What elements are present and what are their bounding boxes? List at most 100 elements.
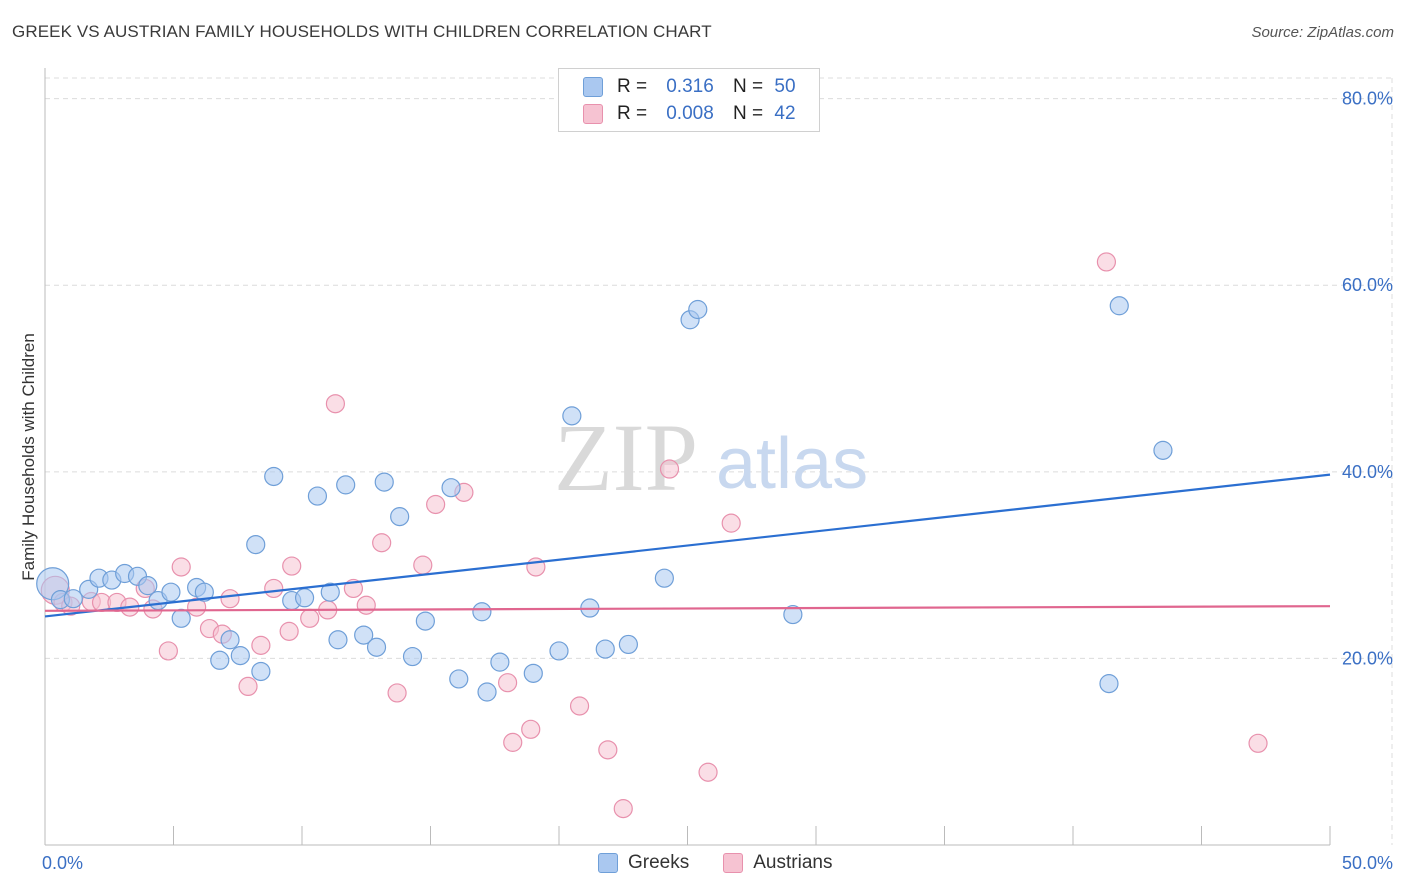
y-tick-label-20: 20.0%	[1342, 648, 1393, 668]
austrians-swatch	[583, 104, 603, 124]
austrians-point-18	[279, 621, 299, 641]
greeks-point-37	[523, 663, 543, 683]
greeks-point-11	[171, 608, 191, 628]
greeks-point-42	[618, 634, 638, 655]
austrians-point-24	[356, 595, 376, 615]
greeks-point-47	[1099, 674, 1119, 694]
greeks-r-label: R =	[617, 76, 648, 97]
greeks-point-45	[688, 299, 708, 320]
x-tick-label-0: 0.0%	[42, 853, 83, 873]
greeks-legend-swatch	[598, 853, 618, 873]
austrians-point-9	[158, 641, 178, 661]
greeks-point-31	[415, 611, 435, 631]
greeks-n-label: N =	[732, 76, 764, 97]
austrians-point-41	[1248, 733, 1268, 753]
greeks-point-15	[220, 630, 240, 650]
austrians-point-22	[325, 394, 346, 414]
greeks-points	[36, 296, 1173, 702]
austrians-point-28	[426, 494, 446, 515]
austrians-point-40	[1096, 252, 1117, 272]
greeks-point-24	[328, 630, 348, 650]
greeks-point-43	[654, 568, 674, 588]
greeks-point-23	[320, 582, 340, 602]
greeks-point-34	[472, 602, 492, 622]
austrians-legend-label: Austrians	[753, 852, 833, 873]
chart-title: GREEK VS AUSTRIAN FAMILY HOUSEHOLDS WITH…	[12, 22, 712, 41]
greeks-point-49	[1153, 440, 1173, 460]
legend-item-austrians: Austrians	[723, 852, 832, 874]
y-tick-label-60: 60.0%	[1342, 275, 1393, 295]
greeks-swatch	[583, 77, 603, 97]
austrians-point-39	[721, 513, 741, 533]
greeks-point-22	[307, 486, 328, 506]
watermark: ZIP atlas	[554, 404, 868, 511]
y-tick-label-80: 80.0%	[1342, 89, 1393, 109]
tick-labels: 20.0% 40.0% 60.0% 80.0% 0.0% 50.0%	[42, 89, 1393, 873]
greeks-point-26	[354, 625, 374, 645]
greeks-point-25	[336, 475, 356, 495]
trend-lines	[44, 473, 1331, 618]
greeks-point-19	[264, 466, 284, 487]
austrians-point-27	[413, 555, 433, 575]
watermark-atlas-text: atlas	[716, 424, 868, 504]
austrians-point-14	[220, 589, 240, 609]
greeks-point-41	[595, 639, 615, 659]
greeks-point-10	[161, 582, 181, 602]
x-tick-label-50: 50.0%	[1342, 853, 1393, 873]
greeks-point-33	[449, 669, 469, 689]
y-axis-label: Family Households with Children	[19, 333, 38, 581]
austrians-point-20	[300, 608, 320, 628]
austrians-point-10	[171, 557, 191, 577]
greeks-point-29	[390, 507, 410, 527]
greeks-point-35	[477, 682, 497, 702]
greeks-point-14	[210, 650, 230, 670]
greeks-point-28	[374, 472, 394, 492]
y-tick-label-40: 40.0%	[1342, 462, 1393, 482]
austrians-points	[40, 252, 1268, 819]
axes	[44, 68, 1331, 846]
austrians-point-11	[187, 597, 207, 617]
greeks-point-16	[230, 646, 250, 666]
greeks-point-38	[549, 641, 569, 661]
austrians-point-31	[503, 732, 523, 752]
austrians-point-32	[521, 719, 541, 739]
greeks-point-18	[251, 661, 271, 682]
series-legend: Greeks Austrians	[598, 852, 866, 874]
austrians-point-36	[613, 799, 633, 819]
greeks-point-13	[194, 582, 214, 602]
greeks-point-36	[490, 652, 510, 672]
austrians-point-17	[264, 578, 284, 599]
greeks-n-value: 50	[774, 76, 796, 97]
greeks-point-8	[138, 576, 158, 596]
austrians-legend-swatch	[723, 853, 744, 873]
greeks-point-39	[562, 406, 582, 426]
grid-lines	[45, 77, 1393, 845]
correlation-legend: R = 0.316 N = 50 R = 0.008 N = 42	[558, 68, 820, 132]
legend-item-greeks: Greeks	[598, 852, 689, 874]
austrians-r-label: R =	[617, 103, 648, 124]
greeks-r-value: 0.316	[666, 76, 714, 97]
austrians-point-35	[598, 740, 618, 760]
austrians-point-38	[698, 762, 718, 782]
greeks-point-48	[1109, 296, 1129, 316]
greeks-point-32	[441, 478, 461, 498]
greeks-point-2	[63, 589, 83, 609]
austrians-point-37	[659, 459, 680, 479]
greeks-point-46	[783, 604, 803, 625]
greeks-trend-line	[44, 473, 1331, 618]
austrians-point-25	[372, 533, 392, 553]
austrians-n-label: N =	[732, 103, 764, 124]
greeks-point-27	[366, 637, 387, 657]
legend-row-greeks: R = 0.316 N = 50	[583, 75, 803, 99]
austrians-point-34	[569, 696, 590, 716]
austrians-point-15	[238, 676, 258, 697]
greeks-point-30	[402, 646, 423, 667]
austrians-point-30	[498, 673, 518, 693]
austrians-point-19	[282, 556, 302, 576]
austrians-point-26	[387, 683, 407, 703]
legend-row-austrians: R = 0.008 N = 42	[583, 102, 803, 126]
greeks-legend-label: Greeks	[628, 852, 690, 873]
greeks-point-17	[246, 534, 266, 555]
austrians-n-value: 42	[774, 103, 796, 124]
